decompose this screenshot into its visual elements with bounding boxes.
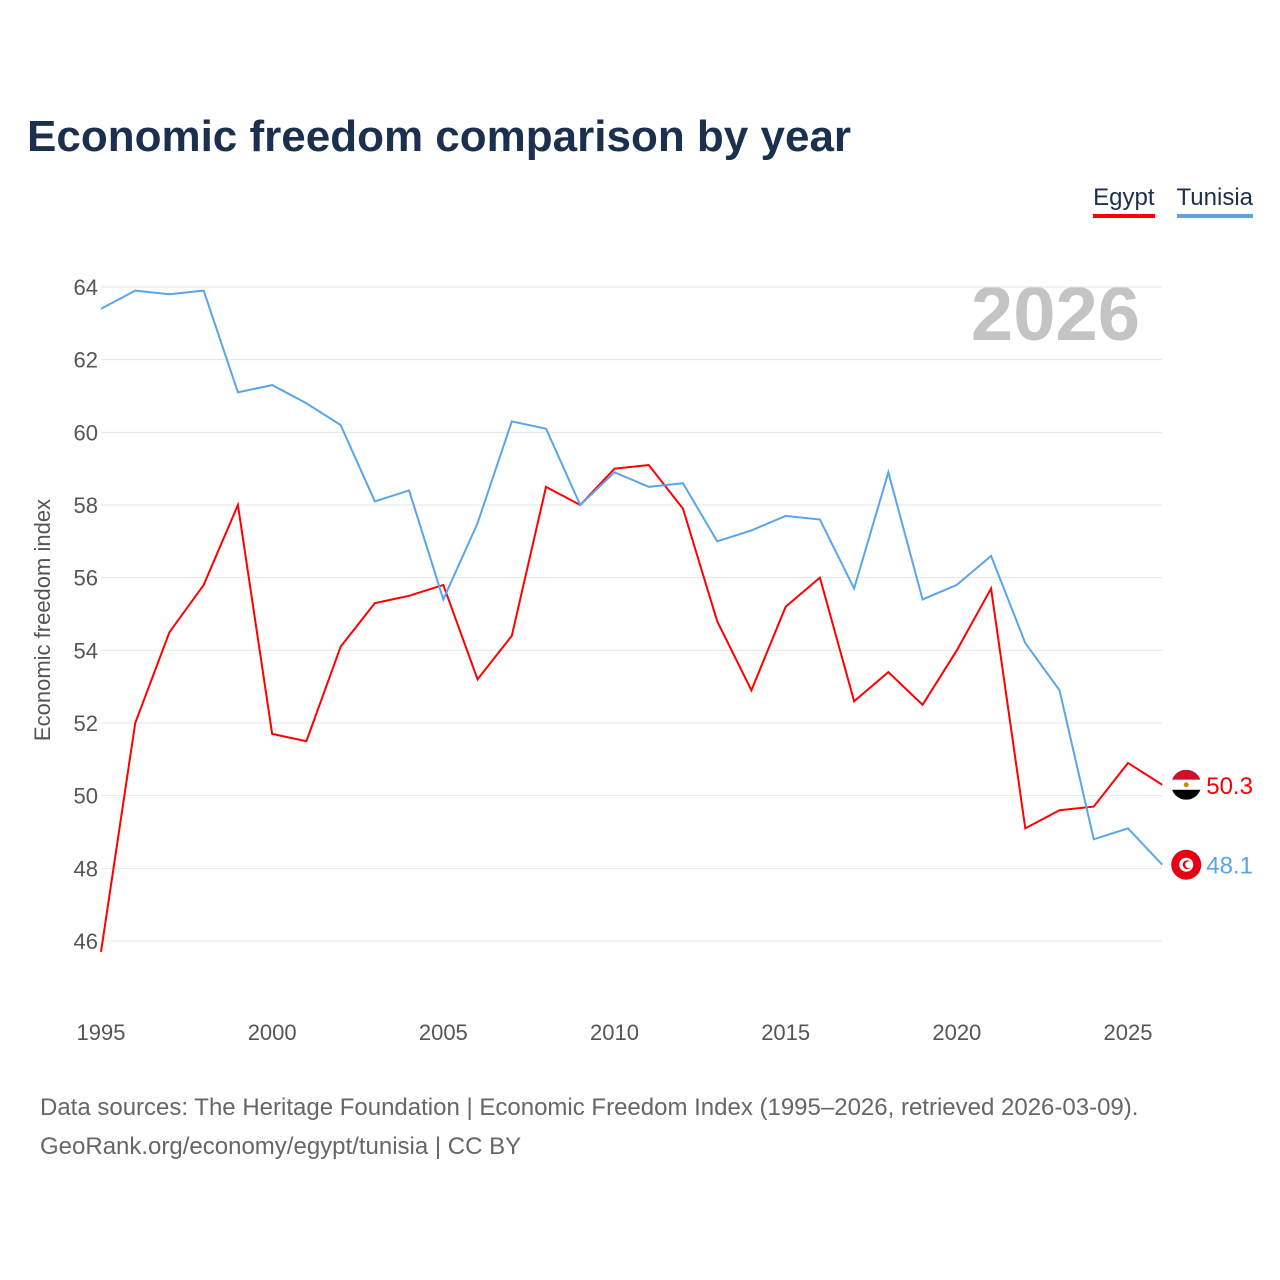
y-tick-label: 62 <box>74 348 98 373</box>
source-line-1: Data sources: The Heritage Foundation | … <box>40 1094 1139 1121</box>
y-tick-label: 48 <box>74 856 98 881</box>
y-tick-label: 52 <box>74 711 98 736</box>
legend-egypt[interactable]: Egypt <box>1093 184 1155 218</box>
y-tick-label: 64 <box>74 275 98 300</box>
x-tick-label: 2000 <box>248 1020 297 1045</box>
x-tick-label: 2005 <box>419 1020 468 1045</box>
y-tick-label: 58 <box>74 493 98 518</box>
series-line-tunisia <box>100 289 1163 866</box>
legend-tunisia[interactable]: Tunisia <box>1176 184 1253 218</box>
legend: Egypt Tunisia <box>1093 184 1253 218</box>
x-tick-label: 2025 <box>1104 1020 1153 1045</box>
end-label-tunisia: 48.1 <box>1206 853 1253 880</box>
source-line-2[interactable]: GeoRank.org/economy/egypt/tunisia | CC B… <box>40 1133 522 1160</box>
series-line-egypt <box>100 463 1163 953</box>
y-tick-label: 56 <box>74 566 98 591</box>
chart-title: Economic freedom comparison by year <box>27 112 852 161</box>
year-watermark: 2026 <box>971 272 1140 357</box>
flag-egypt-icon <box>1171 769 1202 800</box>
x-tick-label: 2020 <box>932 1020 981 1045</box>
flag-tunisia-icon <box>1171 849 1202 880</box>
x-tick-label: 1995 <box>77 1020 126 1045</box>
source-note: Data sources: The Heritage Foundation | … <box>40 1088 1138 1166</box>
x-tick-label: 2010 <box>590 1020 639 1045</box>
y-axis-label: Economic freedom index <box>30 499 55 741</box>
y-tick-label: 46 <box>74 929 98 954</box>
y-tick-label: 54 <box>74 638 98 663</box>
end-label-egypt: 50.3 <box>1206 773 1253 800</box>
y-tick-label: 60 <box>74 420 98 445</box>
y-tick-label: 50 <box>74 784 98 809</box>
x-tick-label: 2015 <box>761 1020 810 1045</box>
